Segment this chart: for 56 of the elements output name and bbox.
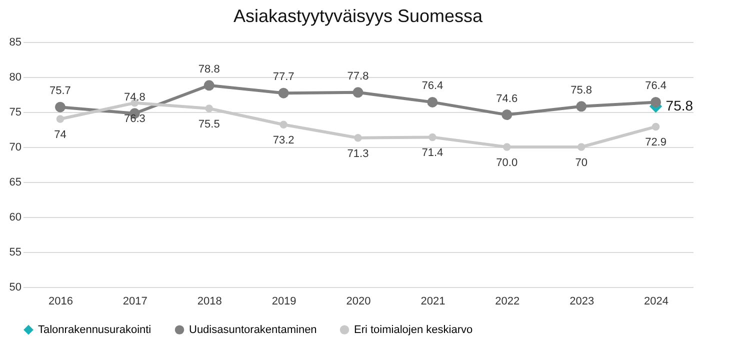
point xyxy=(576,101,587,112)
x-tick-label: 2017 xyxy=(122,296,148,308)
data-label: 74.6 xyxy=(496,92,518,105)
data-label: 75.7 xyxy=(50,85,71,98)
x-tick-label: 2023 xyxy=(570,296,594,308)
y-tick-label: 70 xyxy=(9,142,22,154)
legend-label: Eri toimialojen keskiarvo xyxy=(354,324,473,336)
y-tick-label: 85 xyxy=(9,36,22,48)
point xyxy=(652,122,660,131)
x-tick-label: 2022 xyxy=(495,296,520,308)
data-label: 77.8 xyxy=(347,70,369,82)
x-tick-label: 2024 xyxy=(644,296,669,308)
point xyxy=(54,102,66,112)
data-label: 76.3 xyxy=(124,112,146,125)
y-tick-label: 80 xyxy=(9,72,22,84)
data-label: 71.4 xyxy=(422,147,444,160)
data-label: 75.8 xyxy=(570,84,592,96)
point xyxy=(204,80,214,91)
x-tick-label: 2016 xyxy=(48,296,73,308)
point xyxy=(56,115,64,123)
point xyxy=(278,88,289,98)
point xyxy=(352,87,364,98)
data-label: 77.7 xyxy=(272,71,294,84)
legend-label: Uudisasuntorakentaminen xyxy=(189,324,317,336)
data-label: 73.2 xyxy=(272,134,294,147)
point xyxy=(427,96,438,108)
y-tick-label: 60 xyxy=(9,212,22,224)
data-label: 74.8 xyxy=(124,91,146,104)
point xyxy=(280,120,288,128)
x-tick-label: 2020 xyxy=(346,296,371,308)
data-label: 70 xyxy=(575,157,588,169)
data-label: 74 xyxy=(54,129,66,141)
data-label: 75.5 xyxy=(198,118,220,130)
data-label: 76.4 xyxy=(645,80,666,92)
y-tick-label: 65 xyxy=(9,176,22,188)
x-tick-label: 2021 xyxy=(420,296,446,308)
data-label: 71.3 xyxy=(347,148,369,160)
point xyxy=(502,110,512,120)
y-tick-label: 75 xyxy=(9,106,22,118)
x-tick-label: 2018 xyxy=(197,296,222,308)
chart-title: Asiakastyytyväisyys Suomessa xyxy=(233,6,484,26)
legend-label: Talonrakennusurakointi xyxy=(38,324,152,336)
point xyxy=(577,143,586,151)
y-tick-label: 55 xyxy=(9,246,22,258)
point xyxy=(650,96,662,108)
x-tick-label: 2019 xyxy=(272,296,296,308)
data-label: 78.8 xyxy=(198,63,220,76)
data-label: 75.8 xyxy=(666,97,694,114)
data-label: 72.9 xyxy=(645,136,666,149)
point xyxy=(354,134,362,142)
y-tick-label: 50 xyxy=(9,282,22,294)
point xyxy=(428,133,436,142)
data-label: 76.4 xyxy=(422,80,444,92)
point xyxy=(205,104,213,112)
point xyxy=(503,143,511,151)
data-label: 70.0 xyxy=(496,157,518,169)
